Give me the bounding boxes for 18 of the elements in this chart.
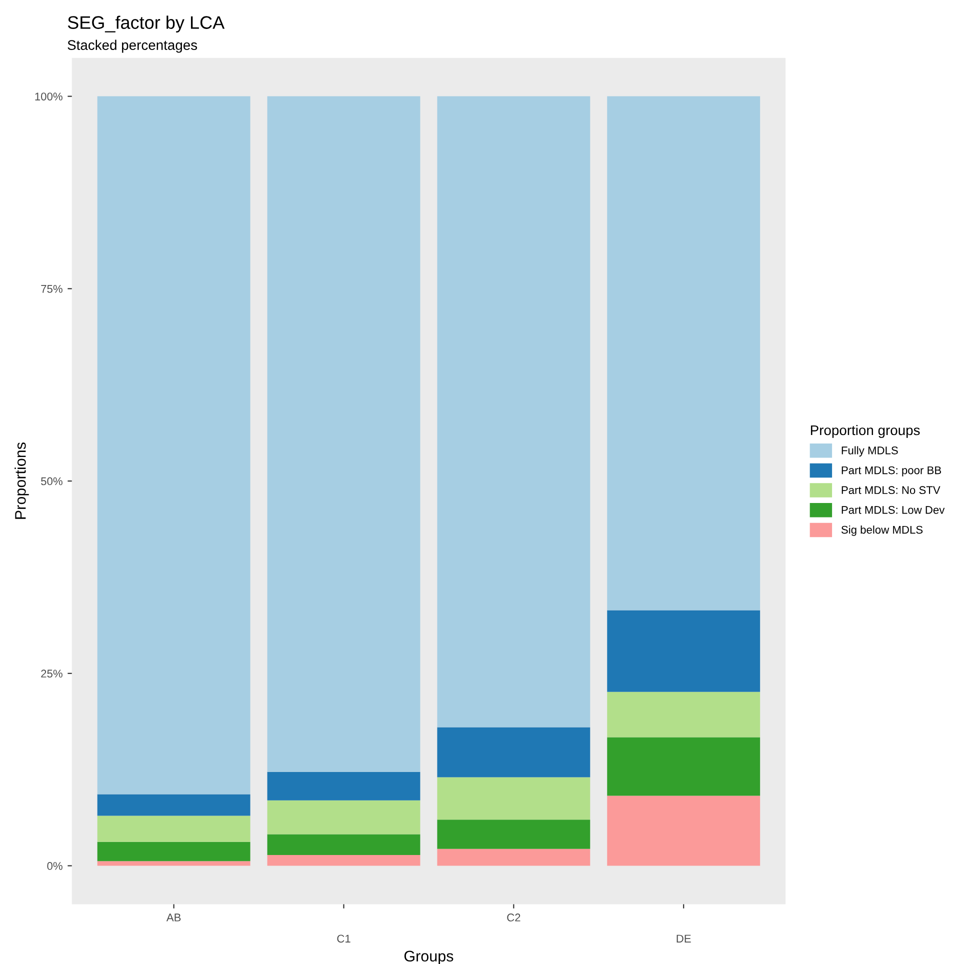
legend-label: Sig below MDLS: [841, 526, 923, 536]
y-tick-label: 50%: [41, 477, 62, 486]
legend-label: Part MDLS: No STV: [842, 486, 940, 494]
x-tick-label: C1: [337, 934, 350, 943]
y-tick-label: 25%: [41, 670, 62, 678]
x-tick-label: DE: [676, 934, 691, 942]
y-tick-label: 75%: [41, 284, 62, 293]
chart-title: SEG_factor by LCA: [68, 16, 225, 33]
chart-subtitle: Stacked percentages: [68, 40, 198, 53]
y-tick-label: 0%: [47, 862, 62, 870]
x-tick-label: AB: [166, 914, 181, 922]
legend-label: Part MDLS: poor BB: [842, 466, 942, 476]
y-tick-label: 100%: [35, 92, 62, 100]
legend-label: Fully MDLS: [842, 446, 898, 457]
legend-label: Part MDLS: Low Dev: [842, 506, 945, 514]
legend-title: Proportion groups: [810, 424, 920, 438]
y-axis-title: Proportions: [14, 442, 29, 519]
x-tick-label: C2: [507, 914, 520, 922]
